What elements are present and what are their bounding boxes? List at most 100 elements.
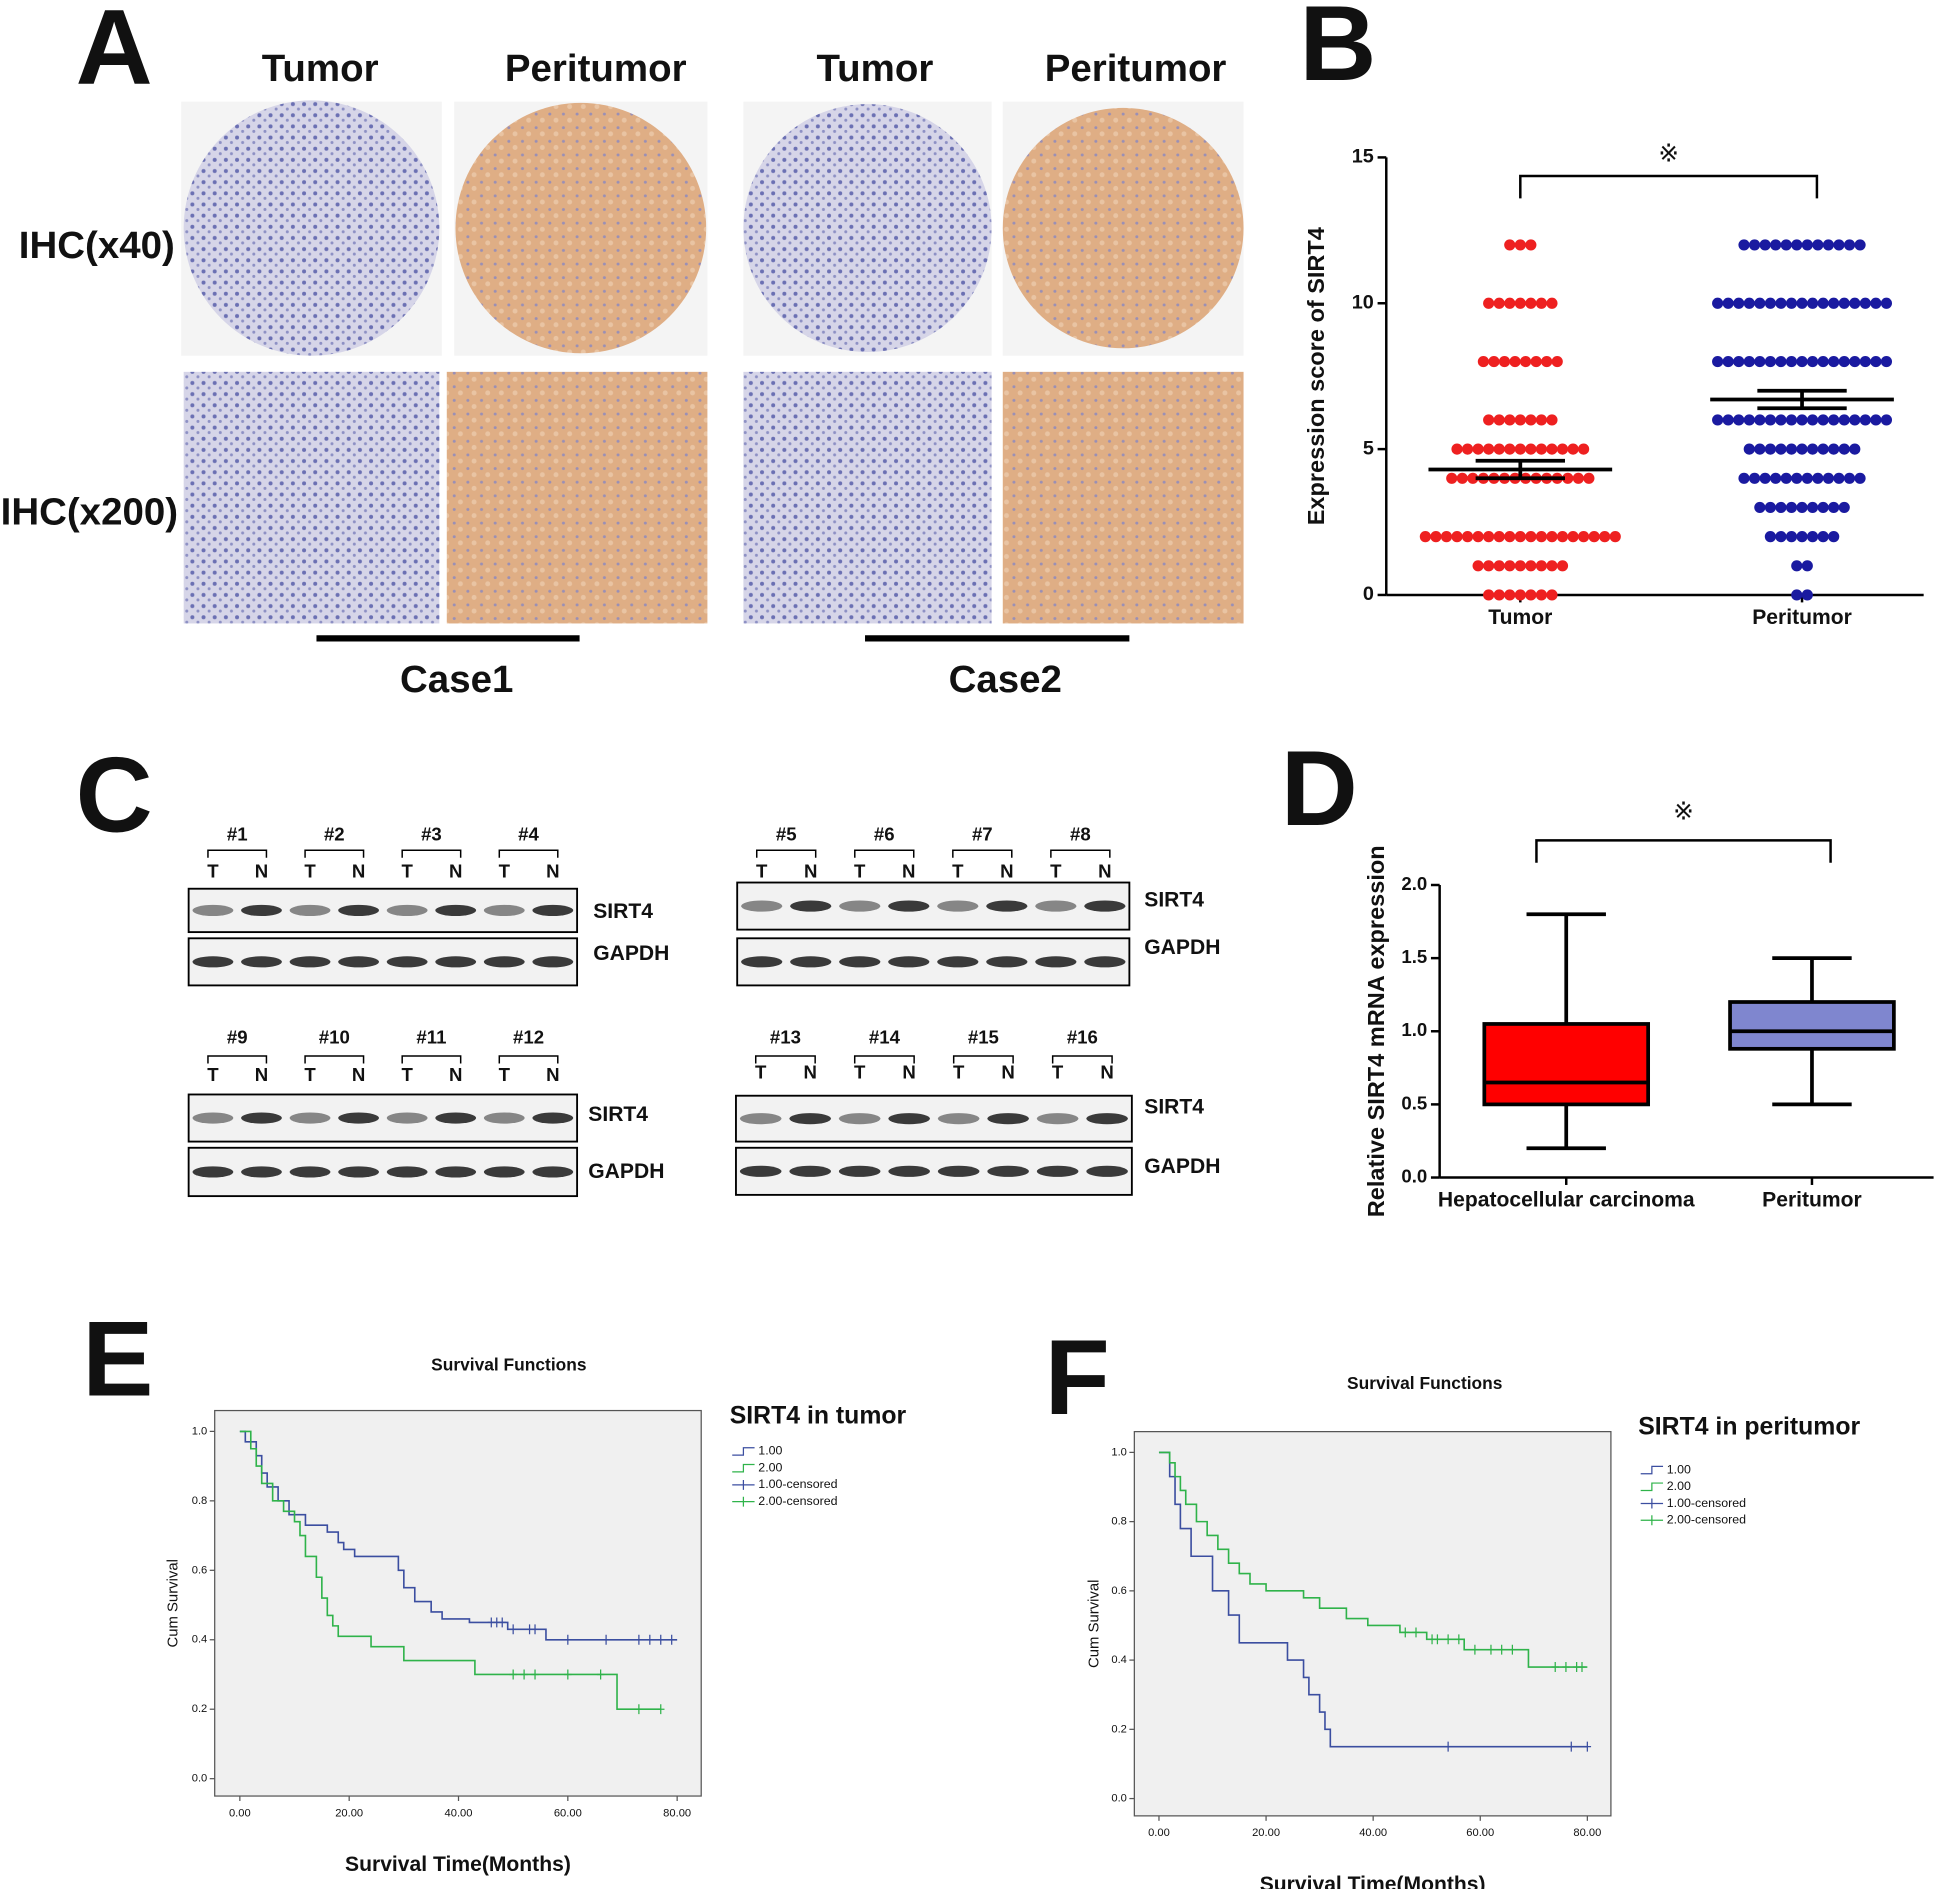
x-tick-label: 60.00 [554, 1807, 582, 1819]
dot [1775, 443, 1787, 455]
y-tick-label: 0.0 [1111, 1793, 1127, 1805]
y-tick-label: 15 [1352, 146, 1374, 168]
dot [1451, 531, 1463, 543]
dot [1525, 414, 1537, 426]
dot [1514, 531, 1526, 543]
legend-key [732, 1496, 755, 1507]
dot [1712, 297, 1724, 309]
dot [1859, 356, 1871, 368]
dot [1535, 297, 1547, 309]
band [937, 1165, 980, 1177]
lane-label: N [902, 861, 915, 882]
row-header: IHC(x200) [1, 491, 178, 534]
dot [1838, 443, 1850, 455]
dot [1838, 501, 1850, 514]
censor-mark [498, 1617, 506, 1628]
band [483, 1112, 525, 1124]
legend-label: 1.00-censored [758, 1477, 837, 1491]
dot [1514, 414, 1526, 426]
censor-mark [1401, 1627, 1410, 1638]
dot [1483, 589, 1495, 601]
lane-label: N [449, 861, 462, 882]
sample-label: #1 [227, 823, 248, 844]
legend-key [1640, 1515, 1664, 1526]
legend-key [732, 1479, 755, 1490]
sample-label: #4 [518, 823, 539, 844]
band [1086, 1165, 1128, 1177]
dot [1514, 443, 1526, 455]
dot [1530, 356, 1542, 368]
y-tick-label: 1.0 [1111, 1446, 1127, 1458]
censor-mark [667, 1634, 676, 1645]
dot [1556, 443, 1569, 455]
y-tick-label: 0.2 [1111, 1723, 1127, 1735]
dot [1541, 356, 1553, 368]
legend-label: 1.00-censored [1667, 1496, 1746, 1510]
dot [1525, 239, 1537, 251]
band [532, 1112, 574, 1124]
dot [1822, 239, 1834, 251]
dot [1785, 443, 1798, 455]
dot [1546, 443, 1558, 455]
dot [1504, 531, 1516, 543]
panel-label: D [1281, 728, 1358, 848]
sample-label: #7 [972, 823, 993, 844]
band [386, 1112, 428, 1124]
sample-bracket [1051, 1055, 1113, 1064]
dot [1817, 414, 1829, 426]
dot [1520, 356, 1532, 368]
lane-label: T [1052, 1061, 1064, 1082]
band [435, 956, 477, 968]
dot [1461, 443, 1474, 455]
dot [1551, 356, 1563, 368]
legend-label: 2.00-censored [1667, 1513, 1746, 1527]
dot [1812, 239, 1824, 251]
dot [1754, 443, 1766, 455]
dot [1838, 356, 1850, 368]
band-label: SIRT4 [593, 900, 653, 923]
band [483, 904, 525, 916]
y-tick-label: 0.6 [192, 1564, 208, 1576]
legend-key [1640, 1482, 1664, 1492]
y-tick-label: 1.0 [1401, 1019, 1427, 1040]
dot [1733, 414, 1745, 426]
dot [1817, 501, 1829, 514]
y-axis-label: Cum Survival [166, 1559, 182, 1647]
band [888, 1113, 930, 1125]
error-bar [1757, 388, 1847, 411]
y-tick-label: 0.8 [192, 1495, 208, 1507]
band [241, 904, 282, 916]
dot [1556, 560, 1569, 572]
dot [1785, 356, 1798, 368]
dot [1807, 501, 1819, 514]
lane-label: N [255, 861, 268, 882]
dot [1780, 472, 1792, 484]
band [888, 900, 930, 912]
dot [1880, 297, 1893, 309]
x-tick-label: 80.00 [1573, 1827, 1601, 1839]
ihc-images [181, 100, 1244, 642]
x-tick-label: 80.00 [663, 1807, 691, 1819]
dot [1849, 356, 1861, 368]
dot [1535, 560, 1547, 572]
dot [1472, 560, 1484, 572]
dot [1493, 414, 1505, 426]
dot [1828, 414, 1840, 426]
dot [1764, 501, 1776, 514]
x-tick-label: Hepatocellular carcinoma [1438, 1189, 1695, 1212]
column-header: Peritumor [1045, 47, 1227, 90]
lane-label: T [304, 861, 316, 882]
lane-label: T [1050, 861, 1062, 882]
dot [1843, 472, 1856, 484]
dot [1493, 560, 1505, 572]
sample-bracket [498, 1055, 559, 1064]
dot [1493, 589, 1505, 601]
dot [1546, 531, 1558, 543]
dot [1775, 356, 1787, 368]
band-label: GAPDH [1144, 1155, 1220, 1178]
dot [1807, 414, 1819, 426]
lane-label: T [755, 1061, 767, 1082]
band [739, 1165, 782, 1177]
legend-label: 1.00 [758, 1444, 782, 1458]
